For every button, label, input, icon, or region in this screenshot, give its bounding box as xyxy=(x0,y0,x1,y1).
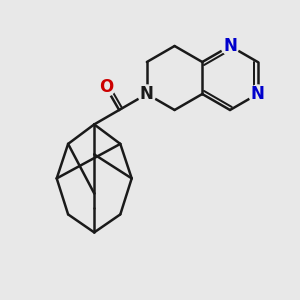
Text: N: N xyxy=(251,85,265,103)
Circle shape xyxy=(97,78,115,96)
Circle shape xyxy=(221,37,239,55)
Text: N: N xyxy=(223,37,237,55)
Circle shape xyxy=(138,85,156,103)
Text: N: N xyxy=(140,85,154,103)
Circle shape xyxy=(249,85,267,103)
Text: O: O xyxy=(99,78,113,96)
